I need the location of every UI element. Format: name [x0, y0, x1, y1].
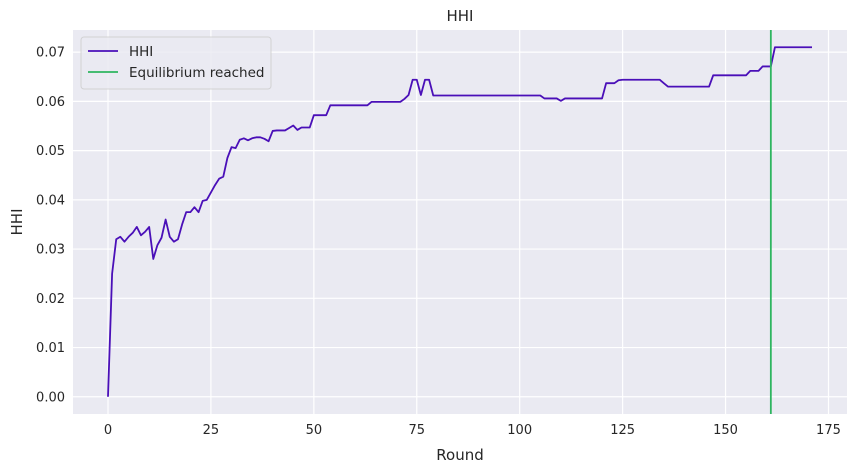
data-lines [107, 30, 813, 414]
y-tick-label: 0.05 [36, 144, 65, 159]
y-tick-label: 0.00 [36, 390, 65, 405]
x-tick-label: 100 [507, 423, 532, 438]
x-tick-label: 0 [104, 423, 112, 438]
x-axis-title: Round [436, 446, 483, 464]
y-tick-label: 0.01 [36, 341, 65, 356]
legend-label-equilibrium: Equilibrium reached [129, 65, 264, 81]
legend-label-hhi: HHI [129, 44, 153, 60]
y-tick-label: 0.07 [36, 46, 65, 61]
x-tick-label: 125 [610, 423, 635, 438]
grid-lines [73, 30, 847, 414]
x-tick-label: 25 [203, 423, 220, 438]
plot-area [73, 30, 847, 414]
x-tick-label: 75 [408, 423, 425, 438]
x-tick-labels: 0 25 50 75 100 125 150 175 [104, 423, 841, 438]
y-tick-label: 0.03 [36, 243, 65, 258]
x-tick-label: 175 [816, 423, 841, 438]
y-tick-label: 0.02 [36, 292, 65, 307]
legend-box [80, 36, 272, 90]
y-tick-label: 0.04 [36, 193, 65, 208]
x-tick-label: 50 [306, 423, 323, 438]
y-tick-label: 0.06 [36, 95, 65, 110]
hhi-series-line [107, 46, 813, 397]
y-axis-title: HHI [8, 209, 26, 236]
y-tick-labels: 0.00 0.01 0.02 0.03 0.04 0.05 0.06 0.07 [36, 46, 65, 406]
legend: HHI Equilibrium reached [80, 36, 272, 90]
chart-title: HHI [447, 7, 474, 25]
x-tick-label: 150 [713, 423, 738, 438]
